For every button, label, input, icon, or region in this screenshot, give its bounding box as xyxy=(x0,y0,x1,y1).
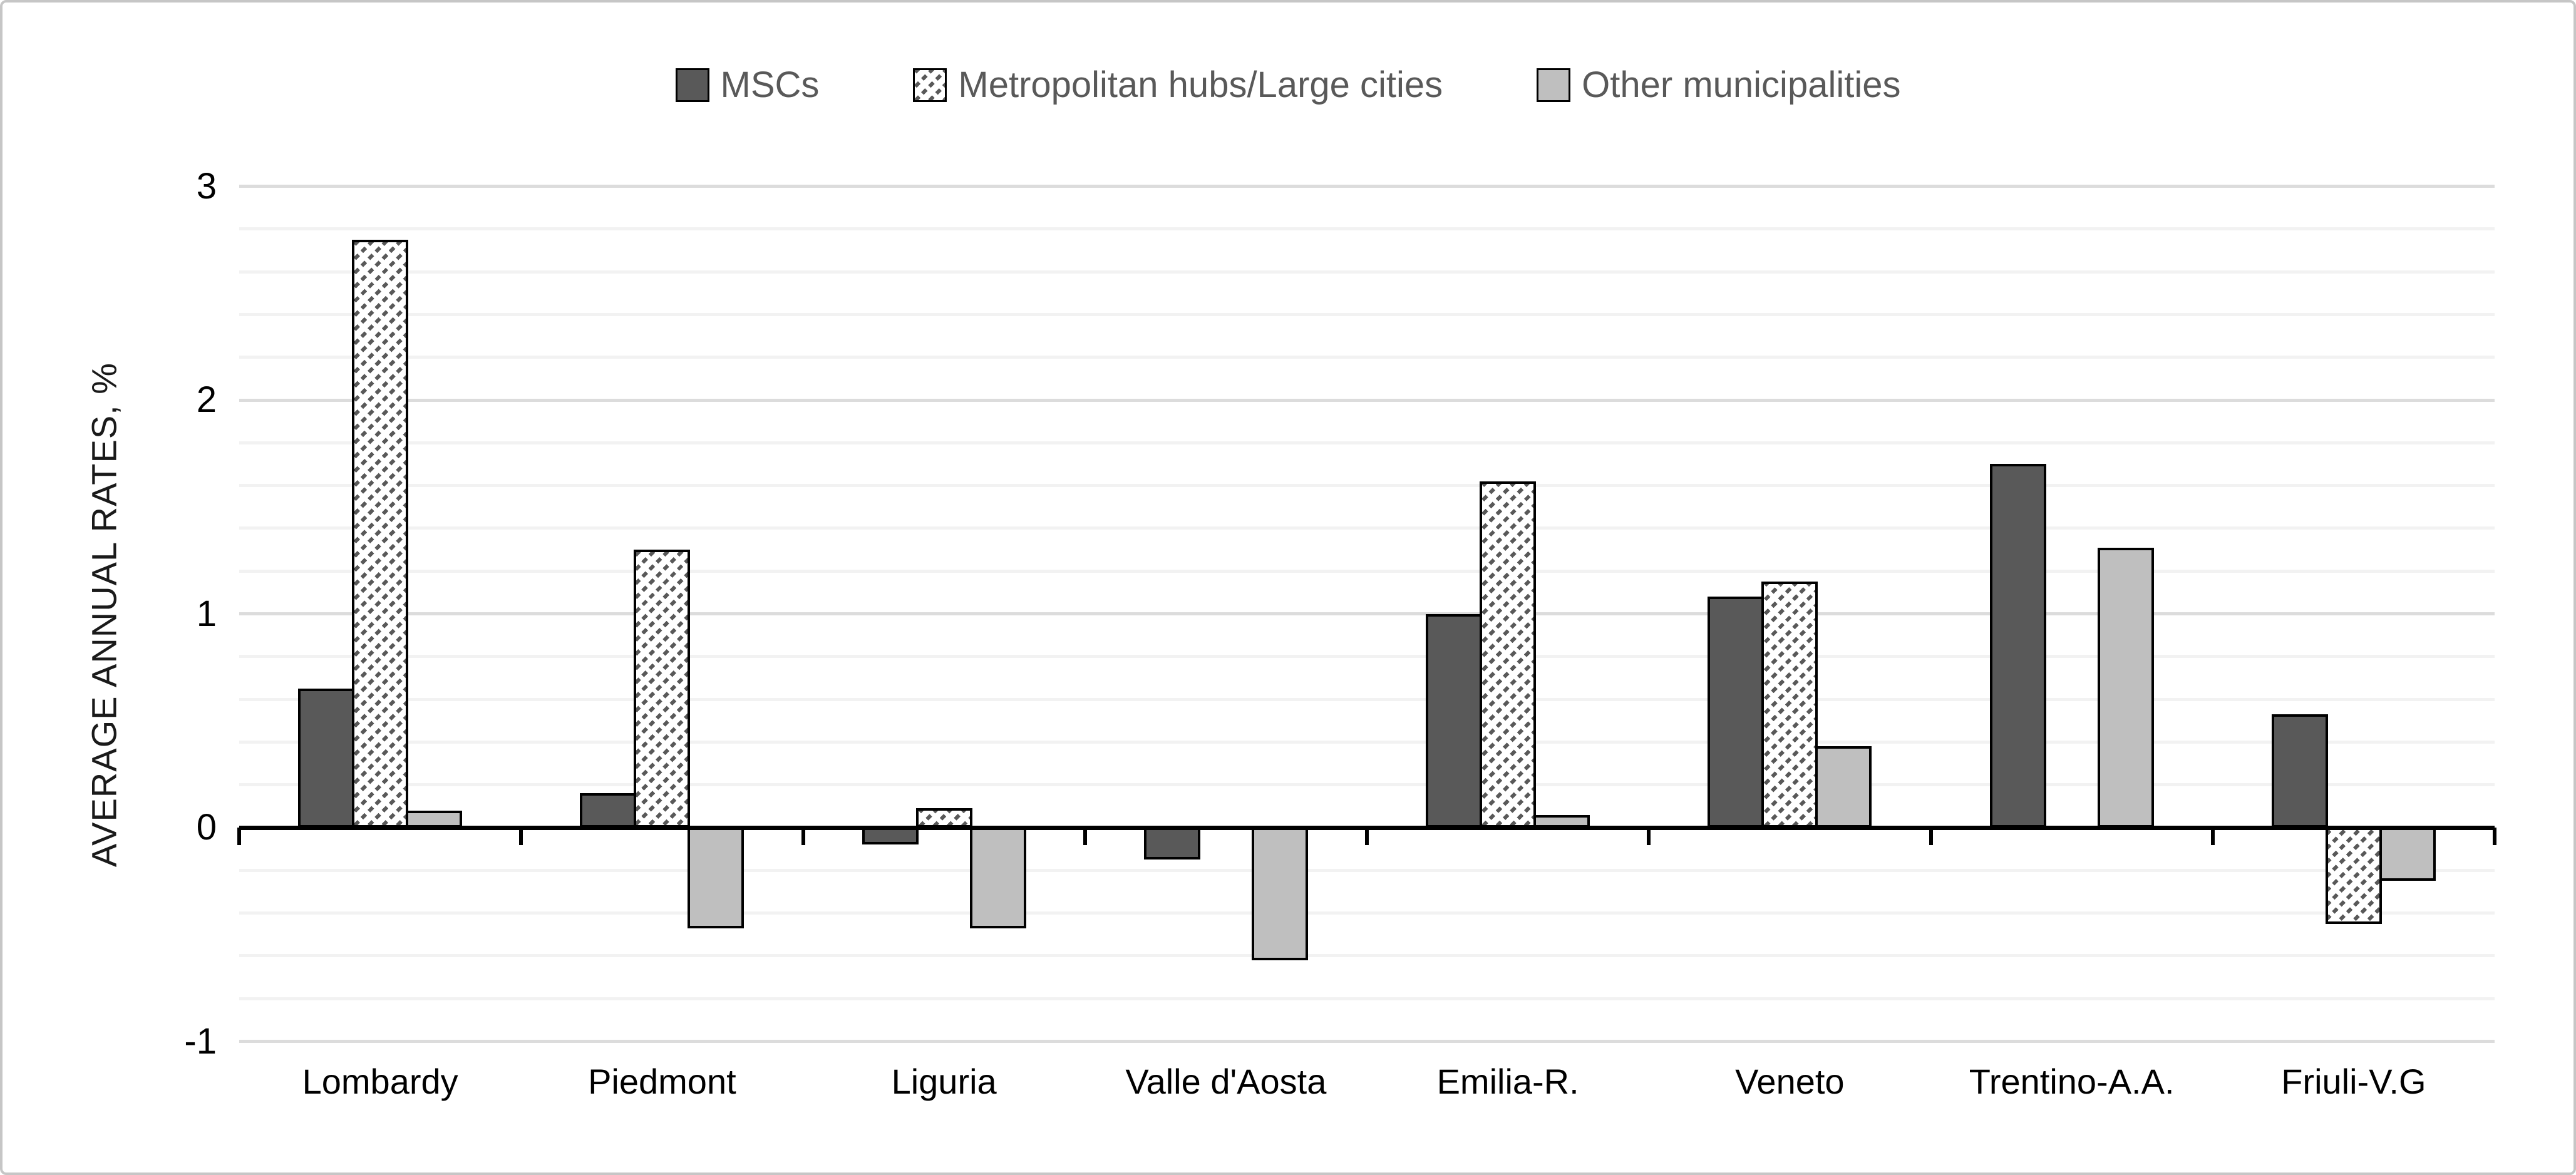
bar-mscs-valle-d-aosta xyxy=(1143,828,1200,860)
legend-item-mscs: MSCs xyxy=(675,64,820,105)
gridline-minor xyxy=(239,868,2495,872)
x-axis-tick xyxy=(237,828,241,845)
y-tick-label-1: -1 xyxy=(184,1020,217,1062)
x-axis-tick xyxy=(2493,828,2496,845)
x-category-label-lombardy: Lombardy xyxy=(302,1062,458,1101)
legend-label: MSCs xyxy=(720,64,820,105)
gridline-major xyxy=(239,612,2495,615)
bar-metropolitan-hubs-large-cities-lombardy xyxy=(352,239,409,828)
bar-metropolitan-hubs-large-cities-emilia-r xyxy=(1480,481,1537,828)
legend-item-other-municipalities: Other municipalities xyxy=(1537,65,1900,105)
gridline-major xyxy=(239,185,2495,188)
x-axis-tick xyxy=(1083,828,1087,845)
bar-other-municipalities-veneto xyxy=(1815,746,1872,828)
bar-other-municipalities-piedmont xyxy=(688,828,744,928)
gridline-minor xyxy=(239,954,2495,958)
bar-other-municipalities-lombardy xyxy=(406,810,463,828)
gridline-minor xyxy=(239,526,2495,530)
y-axis-title: AVERAGE ANNUAL RATES, % xyxy=(84,362,124,868)
legend-label: Other municipalities xyxy=(1582,64,1901,105)
legend-label: Metropolitan hubs/Large cities xyxy=(958,64,1443,105)
x-category-label-trentino-a-a: Trentino-A.A. xyxy=(1969,1062,2175,1101)
y-tick-label-1: 1 xyxy=(196,593,217,634)
y-tick-label-3: 3 xyxy=(196,165,217,207)
gridline-minor xyxy=(239,997,2495,1000)
bar-mscs-friuli-v-g xyxy=(2271,714,2328,828)
legend-swatch-metropolitan-hubs-large-cities-icon xyxy=(913,68,947,102)
gridline-major xyxy=(239,398,2495,402)
bar-other-municipalities-liguria xyxy=(969,828,1026,928)
bar-other-municipalities-trentino-a-a xyxy=(2097,547,2154,828)
x-category-label-piedmont: Piedmont xyxy=(588,1062,736,1101)
x-category-label-veneto: Veneto xyxy=(1735,1062,1845,1101)
bar-other-municipalities-friuli-v-g xyxy=(2379,828,2436,881)
gridline-minor xyxy=(239,569,2495,573)
gridline-minor xyxy=(239,227,2495,231)
gridline-minor xyxy=(239,697,2495,701)
x-axis-tick xyxy=(1929,828,1933,845)
bar-metropolitan-hubs-large-cities-liguria xyxy=(915,808,972,828)
gridline-minor xyxy=(239,783,2495,787)
bar-other-municipalities-valle-d-aosta xyxy=(1251,828,1308,960)
y-tick-label-0: 0 xyxy=(196,807,217,848)
x-category-label-friuli-v-g: Friuli-V.G xyxy=(2281,1062,2426,1101)
x-axis-tick xyxy=(1647,828,1651,845)
legend: MSCs Metropolitan hubs/Large cities Other … xyxy=(3,65,2573,105)
bar-metropolitan-hubs-large-cities-veneto xyxy=(1761,582,1818,828)
gridline-minor xyxy=(239,312,2495,316)
x-axis-tick xyxy=(1365,828,1369,845)
gridline-minor xyxy=(239,740,2495,744)
x-category-label-liguria: Liguria xyxy=(891,1062,997,1101)
x-axis-tick xyxy=(519,828,523,845)
gridline-minor xyxy=(239,484,2495,488)
gridline-minor xyxy=(239,356,2495,359)
bar-mscs-piedmont xyxy=(580,793,637,828)
bar-mscs-emilia-r xyxy=(1426,613,1483,828)
gridline-minor xyxy=(239,270,2495,274)
gridline-minor xyxy=(239,441,2495,444)
bar-mscs-lombardy xyxy=(298,689,355,828)
x-category-label-valle-d-aosta: Valle d'Aosta xyxy=(1125,1062,1327,1101)
legend-swatch-mscs-icon xyxy=(675,68,709,102)
gridline-minor xyxy=(239,911,2495,915)
gridline-major xyxy=(239,1040,2495,1043)
bar-mscs-veneto xyxy=(1708,597,1765,828)
legend-swatch-other-municipalities-icon xyxy=(1537,68,1571,102)
gridline-minor xyxy=(239,655,2495,659)
x-axis-tick xyxy=(2210,828,2215,845)
bar-mscs-liguria xyxy=(862,828,919,845)
legend-item-metropolitan-hubs-large-cities: Metropolitan hubs/Large cities xyxy=(913,65,1443,105)
x-category-label-emilia-r: Emilia-R. xyxy=(1436,1062,1579,1101)
bar-metropolitan-hubs-large-cities-friuli-v-g xyxy=(2325,828,2382,924)
bar-mscs-trentino-a-a xyxy=(1989,464,2046,828)
x-axis-tick xyxy=(801,828,805,845)
bar-metropolitan-hubs-large-cities-piedmont xyxy=(634,550,691,828)
y-tick-label-2: 2 xyxy=(196,379,217,420)
